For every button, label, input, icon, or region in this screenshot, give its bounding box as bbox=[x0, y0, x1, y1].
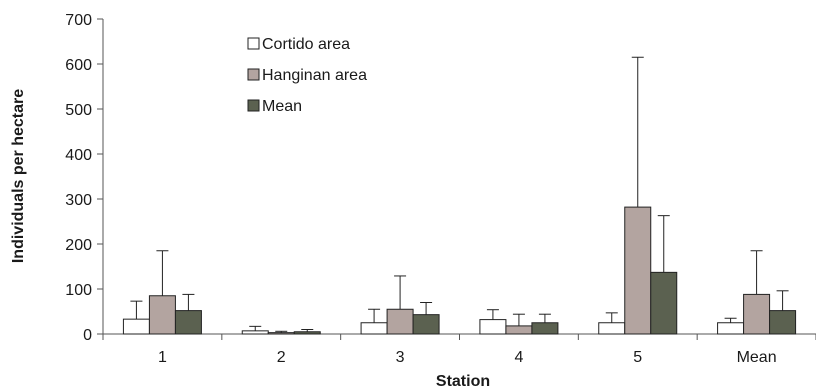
legend-label: Mean bbox=[262, 98, 302, 115]
bar bbox=[479, 319, 507, 335]
bar bbox=[148, 295, 176, 335]
bar bbox=[412, 314, 440, 335]
y-tick-label: 700 bbox=[65, 12, 92, 29]
bar bbox=[386, 308, 414, 335]
bar bbox=[505, 325, 533, 335]
y-tick-label: 400 bbox=[65, 147, 92, 164]
bar bbox=[769, 310, 797, 335]
y-tick-label: 500 bbox=[65, 102, 92, 119]
y-tick-label: 600 bbox=[65, 57, 92, 74]
bar bbox=[743, 293, 771, 335]
bar bbox=[293, 331, 321, 335]
bar bbox=[360, 322, 388, 335]
legend-swatch bbox=[247, 68, 260, 81]
legend: Cortido area Hanginan area Mean bbox=[247, 36, 367, 115]
x-axis-title: Station bbox=[436, 373, 490, 390]
bar bbox=[531, 322, 559, 335]
bar bbox=[122, 318, 150, 335]
y-axis-title: Individuals per hectare bbox=[10, 89, 27, 263]
x-tick-label: 4 bbox=[514, 349, 523, 366]
legend-swatch bbox=[247, 37, 260, 50]
y-tick-label: 200 bbox=[65, 237, 92, 254]
bar bbox=[650, 271, 678, 335]
legend-label: Hanginan area bbox=[262, 67, 367, 84]
x-tick-label: 3 bbox=[396, 349, 405, 366]
x-tick-label: 1 bbox=[158, 349, 167, 366]
y-axis: 0 100 200 300 400 500 600 700 bbox=[65, 12, 104, 344]
x-axis: 1 2 3 4 5 Mean bbox=[102, 333, 816, 366]
bar bbox=[241, 330, 269, 335]
y-tick-label: 0 bbox=[83, 327, 92, 344]
bar bbox=[174, 310, 202, 335]
bars bbox=[122, 56, 797, 335]
x-tick-label: 5 bbox=[633, 349, 642, 366]
legend-swatch bbox=[247, 99, 260, 112]
x-tick-label: Mean bbox=[737, 349, 777, 366]
x-tick-label: 2 bbox=[277, 349, 286, 366]
legend-label: Cortido area bbox=[262, 36, 350, 53]
y-tick-label: 100 bbox=[65, 282, 92, 299]
bar bbox=[717, 322, 745, 335]
bar bbox=[267, 332, 295, 335]
bar bbox=[598, 322, 626, 335]
bar bbox=[624, 206, 652, 335]
y-tick-label: 300 bbox=[65, 192, 92, 209]
